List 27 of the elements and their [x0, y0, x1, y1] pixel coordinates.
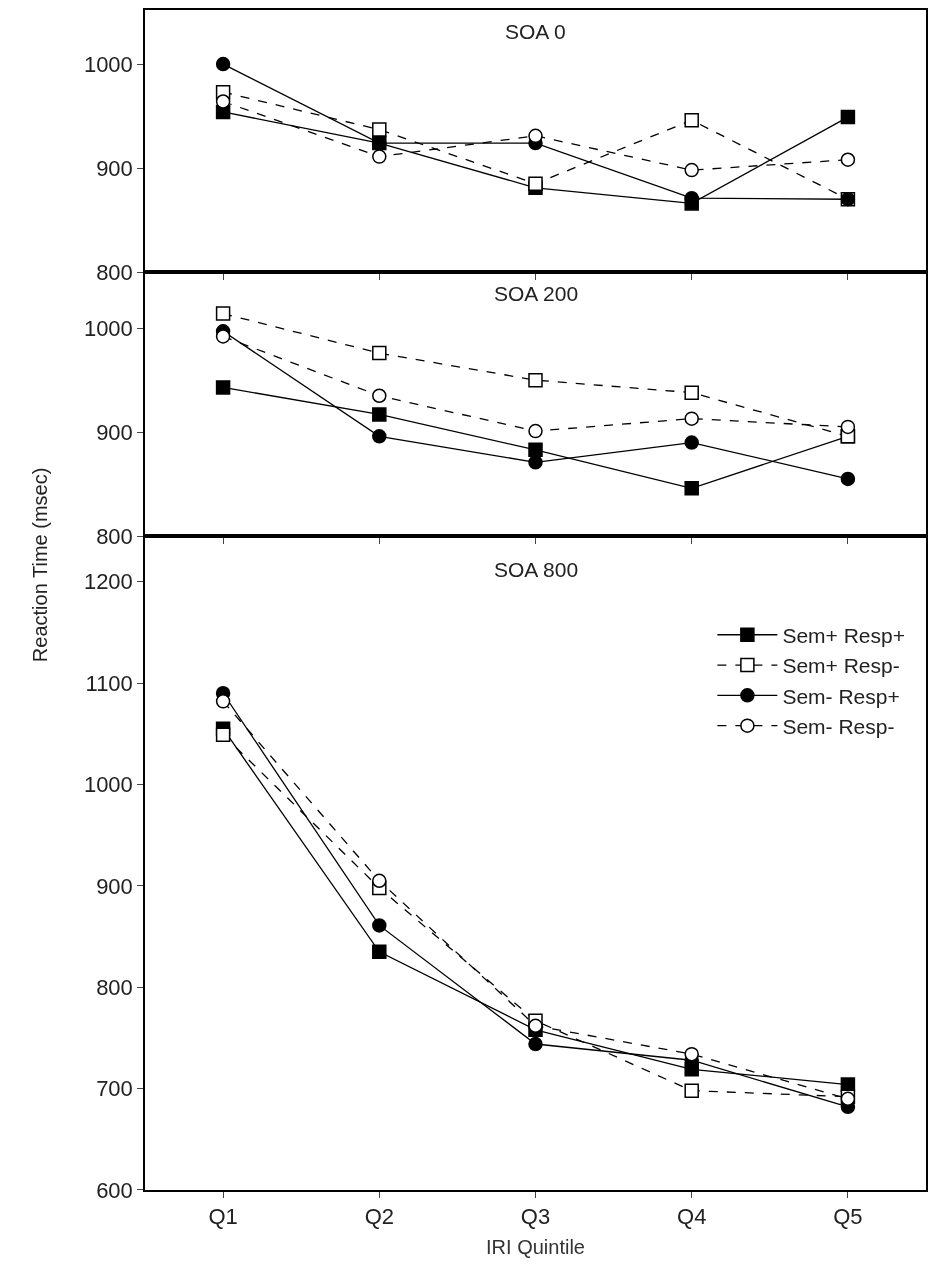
y-tick-label: 600: [96, 1177, 133, 1203]
y-tick-label: 900: [96, 419, 133, 445]
legend-label: Sem+ Resp+: [782, 623, 905, 647]
legend-label: Sem- Resp-: [782, 714, 895, 738]
y-tick-label: 900: [96, 873, 133, 899]
y-tick-label: 800: [96, 523, 133, 549]
y-tick-label: 1000: [83, 315, 133, 341]
x-tick-label: Q4: [677, 1204, 707, 1230]
legend-label: Sem+ Resp-: [782, 654, 900, 678]
x-tick-label: Q1: [208, 1204, 238, 1230]
text: SOA 0: [505, 20, 566, 43]
y-tick-label: 1200: [83, 569, 133, 595]
x-tick-label: Q5: [833, 1204, 863, 1230]
text: SOA 200: [494, 282, 579, 305]
legend-label: Sem- Resp+: [782, 684, 900, 708]
y-tick-label: 1100: [85, 670, 133, 696]
y-tick-label: 1000: [83, 772, 133, 798]
y-axis-title: Reaction Time (msec): [28, 467, 51, 663]
y-tick-label: 1000: [83, 51, 133, 77]
y-tick-label: 800: [96, 259, 133, 285]
x-tick-label: Q3: [520, 1204, 551, 1230]
x-axis-title: IRI Quintile: [486, 1236, 585, 1259]
y-tick-label: 700: [96, 1076, 133, 1102]
y-tick-label: 900: [96, 155, 133, 181]
text: SOA 800: [494, 558, 579, 581]
x-tick-label: Q2: [364, 1204, 394, 1230]
y-tick-label: 800: [96, 974, 133, 1000]
